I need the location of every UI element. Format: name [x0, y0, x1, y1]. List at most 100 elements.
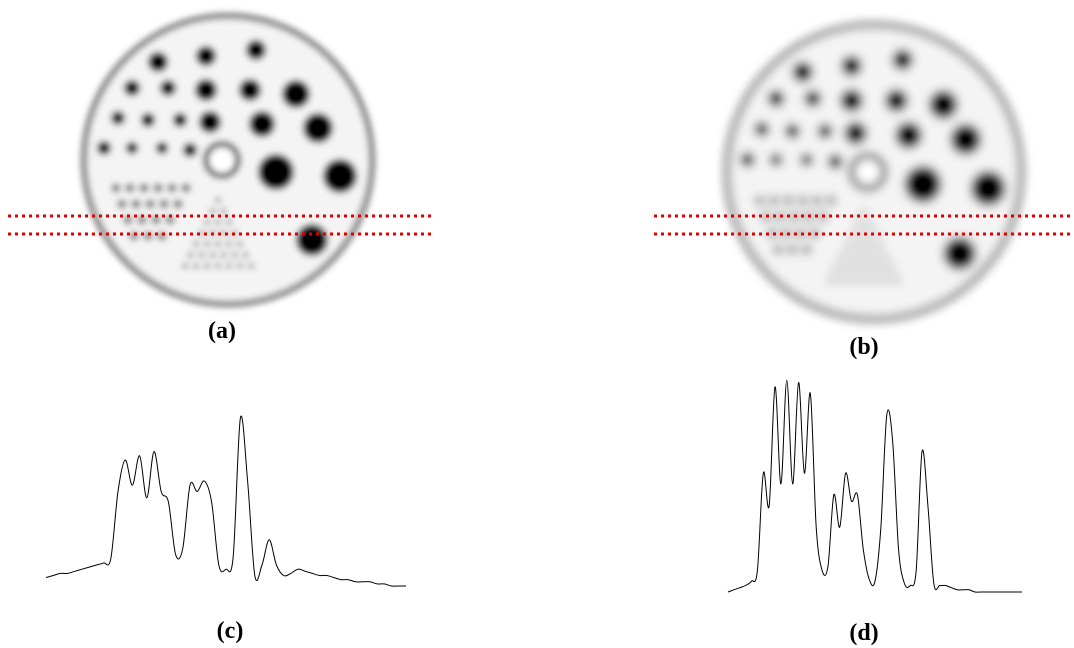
phantom-tiny-rod: [877, 265, 884, 272]
phantom-small-rod: [810, 228, 820, 238]
phantom-small-rod: [137, 215, 147, 225]
phantom-rod: [841, 55, 862, 77]
profile-trace: [45, 415, 406, 587]
phantom-rod: [303, 113, 333, 143]
phantom-tiny-rod: [849, 254, 856, 261]
phantom-tiny-rod: [860, 209, 867, 216]
phantom-tiny-rod: [866, 265, 873, 272]
phantom-ring: [81, 13, 375, 307]
phantom-tiny-rod: [877, 243, 884, 250]
phantom-tiny-rod: [860, 277, 867, 284]
phantom-small-rod: [125, 183, 135, 193]
phantom-small-rod: [769, 195, 779, 206]
phantom-rod: [740, 152, 755, 167]
phantom-tiny-rod: [888, 265, 895, 272]
phantom-small-rod: [111, 183, 121, 193]
phantom-rod: [929, 90, 958, 119]
panel-b: [650, 0, 1074, 340]
phantom-rod: [258, 154, 294, 190]
phantom-rod: [950, 124, 982, 155]
phantom-rod: [804, 90, 821, 107]
panel-a: [0, 0, 440, 330]
phantom-rod: [844, 122, 867, 145]
phantom-tiny-rod: [215, 263, 221, 269]
panel-c: [40, 370, 410, 590]
phantom-rod: [892, 49, 913, 70]
phantom-rod: [754, 122, 769, 137]
phantom-rod: [800, 153, 813, 166]
phantom-small-rod: [167, 183, 177, 193]
phantom-rod: [943, 237, 976, 270]
phantom-small-rod: [181, 183, 191, 193]
phantom-tiny-rod: [855, 243, 862, 250]
phantom-small-rod: [826, 195, 836, 206]
phantom-tiny-rod: [215, 197, 221, 203]
phantom-rod: [239, 79, 261, 101]
phantom-rod: [183, 143, 197, 157]
phantom-tiny-rod: [215, 241, 221, 247]
phantom-rod: [195, 79, 217, 101]
phantom-rod: [885, 89, 908, 112]
phantom-tiny-rod: [843, 265, 851, 272]
phantom-tiny-rod: [838, 277, 845, 284]
panel-d: [720, 370, 1030, 596]
phantom-tiny-rod: [226, 263, 232, 269]
phantom-tiny-rod: [198, 252, 205, 258]
phantom-rod: [173, 113, 187, 127]
profile-chart-d: [727, 379, 1022, 593]
phantom-tiny-rod: [242, 252, 249, 258]
phantom-tiny-rod: [204, 241, 210, 247]
phantom-tiny-rod: [193, 241, 199, 247]
phantom-a: [81, 13, 375, 307]
phantom-rod: [282, 80, 310, 108]
phantom-small-rod: [761, 212, 771, 222]
phantom-ring: [724, 22, 1024, 322]
phantom-small-rod: [139, 183, 149, 193]
phantom-rod: [792, 61, 813, 83]
phantom-tiny-rod: [843, 243, 851, 250]
phantom-tiny-rod: [215, 219, 221, 225]
phantom-rod: [840, 89, 863, 112]
phantom-rod: [296, 224, 328, 256]
phantom-rod: [199, 111, 221, 133]
phantom-tiny-rod: [871, 277, 879, 284]
phantom-b: [724, 22, 1024, 322]
phantom-rod: [895, 122, 922, 149]
phantom-tiny-rod: [237, 263, 243, 269]
phantom-small-rod: [117, 199, 127, 209]
phantom-small-rod: [123, 215, 133, 225]
phantom-tiny-rod: [204, 219, 210, 225]
phantom-small-rod: [151, 215, 161, 225]
phantom-tiny-rod: [193, 263, 199, 269]
label-b: (b): [849, 334, 879, 360]
phantom-rod: [141, 113, 155, 127]
phantom-tiny-rod: [226, 219, 232, 225]
phantom-tiny-rod: [855, 220, 862, 228]
phantom-rod: [828, 154, 843, 169]
phantom-small-rod: [131, 199, 141, 209]
phantom-small-rod: [145, 199, 155, 209]
phantom-tiny-rod: [220, 208, 227, 214]
phantom-image-b: [654, 22, 1074, 322]
phantom-small-rod: [159, 199, 169, 209]
phantom-small-rod: [812, 195, 822, 206]
phantom-rod: [156, 142, 168, 154]
phantom-tiny-rod: [871, 254, 879, 261]
center-ring: [203, 141, 241, 179]
phantom-rod: [769, 153, 783, 166]
phantom-tiny-rod: [226, 241, 232, 247]
label-a: (a): [208, 318, 236, 344]
phantom-tiny-rod: [209, 208, 216, 214]
label-d: (d): [849, 620, 879, 646]
phantom-tiny-rod: [209, 252, 216, 258]
phantom-rod: [817, 124, 833, 139]
phantom-small-rod: [773, 244, 783, 255]
phantom-tiny-rod: [827, 277, 834, 284]
phantom-small-rod: [153, 183, 163, 193]
phantom-tiny-rod: [894, 277, 901, 284]
phantom-small-rod: [173, 199, 183, 209]
phantom-tiny-rod: [182, 263, 188, 269]
phantom-rod: [97, 141, 111, 155]
phantom-rod: [249, 111, 275, 137]
phantom-small-rod: [755, 195, 765, 206]
